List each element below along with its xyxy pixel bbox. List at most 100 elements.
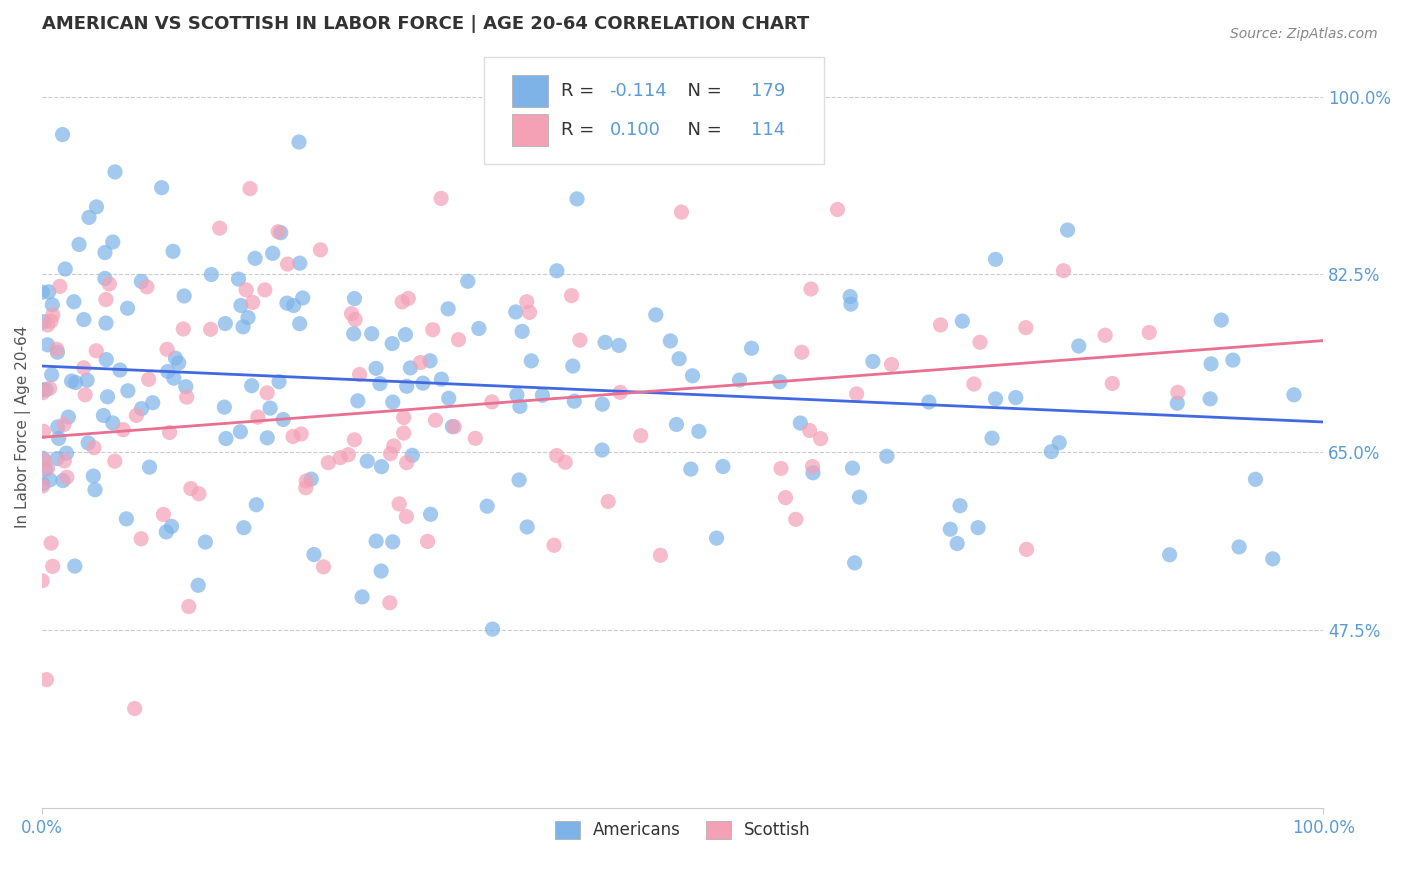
- Point: [295, 481, 318, 495]
- Point: [48, 431, 70, 445]
- Point: [520, 354, 543, 368]
- Point: [167, 356, 190, 370]
- Point: [394, 327, 416, 342]
- Point: [187, 487, 209, 501]
- Point: [35, 462, 58, 476]
- Point: [360, 326, 382, 341]
- Point: [468, 321, 491, 335]
- Point: [94, 293, 117, 307]
- Text: Source: ZipAtlas.com: Source: ZipAtlas.com: [1230, 27, 1378, 41]
- Point: [155, 524, 177, 539]
- Point: [271, 412, 294, 426]
- Point: [356, 454, 378, 468]
- Point: [728, 373, 751, 387]
- Point: [561, 288, 583, 302]
- Point: [409, 355, 432, 369]
- Point: [35, 383, 58, 397]
- Point: [125, 409, 148, 423]
- Point: [568, 333, 591, 347]
- Text: 0.100: 0.100: [610, 120, 661, 138]
- Point: [49, 279, 72, 293]
- Point: [115, 512, 138, 526]
- Point: [609, 385, 631, 400]
- Point: [1211, 313, 1233, 327]
- Point: [232, 521, 254, 535]
- Point: [862, 354, 884, 368]
- Point: [839, 289, 862, 303]
- Point: [349, 368, 371, 382]
- Point: [39, 473, 62, 487]
- Point: [392, 410, 415, 425]
- Point: [38, 381, 60, 395]
- Point: [543, 538, 565, 552]
- Point: [31, 383, 53, 397]
- Point: [422, 323, 444, 337]
- Point: [117, 301, 139, 316]
- Point: [381, 395, 404, 409]
- Point: [984, 392, 1007, 406]
- Point: [76, 373, 98, 387]
- Point: [344, 312, 367, 326]
- Point: [1040, 444, 1063, 458]
- Point: [270, 226, 292, 240]
- Point: [65, 376, 87, 390]
- Point: [104, 165, 127, 179]
- Point: [425, 413, 447, 427]
- Point: [775, 491, 797, 505]
- Point: [267, 375, 290, 389]
- Point: [208, 221, 231, 235]
- Point: [246, 410, 269, 425]
- Point: [800, 282, 823, 296]
- Point: [381, 534, 404, 549]
- Point: [1167, 385, 1189, 400]
- Point: [253, 283, 276, 297]
- Point: [457, 274, 479, 288]
- Point: [41, 559, 63, 574]
- Point: [267, 225, 290, 239]
- Point: [42, 308, 65, 322]
- Point: [34, 453, 56, 467]
- Point: [1067, 339, 1090, 353]
- Point: [706, 531, 728, 545]
- Point: [142, 395, 165, 409]
- Point: [1056, 223, 1078, 237]
- Point: [554, 455, 576, 469]
- Point: [1015, 320, 1038, 334]
- Point: [108, 363, 131, 377]
- Point: [969, 335, 991, 350]
- Point: [416, 534, 439, 549]
- Point: [94, 271, 117, 285]
- Point: [591, 397, 613, 411]
- Point: [131, 401, 153, 416]
- Point: [443, 419, 465, 434]
- Point: [37, 461, 59, 475]
- Point: [52, 474, 75, 488]
- Point: [876, 450, 898, 464]
- Point: [58, 410, 80, 425]
- Point: [963, 376, 986, 391]
- Point: [242, 295, 264, 310]
- Point: [84, 343, 107, 358]
- Point: [801, 466, 824, 480]
- Point: [77, 436, 100, 450]
- Point: [506, 388, 529, 402]
- Point: [841, 461, 863, 475]
- Point: [346, 393, 368, 408]
- Point: [682, 368, 704, 383]
- Point: [984, 252, 1007, 267]
- Point: [392, 426, 415, 441]
- Point: [299, 472, 322, 486]
- FancyBboxPatch shape: [512, 76, 548, 107]
- Point: [848, 490, 870, 504]
- Point: [187, 578, 209, 592]
- Point: [41, 368, 63, 382]
- Point: [561, 359, 583, 373]
- Point: [276, 296, 298, 310]
- Point: [981, 431, 1004, 445]
- Point: [477, 500, 499, 514]
- Point: [1004, 391, 1026, 405]
- Point: [531, 388, 554, 402]
- Point: [281, 429, 304, 443]
- Text: 179: 179: [751, 82, 785, 101]
- Point: [94, 245, 117, 260]
